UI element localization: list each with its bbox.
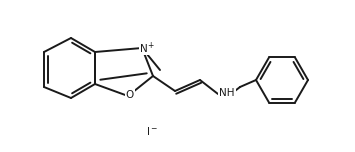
Text: −: − (150, 124, 156, 133)
Text: N: N (140, 44, 148, 54)
Text: +: + (147, 40, 153, 50)
Text: I: I (147, 127, 149, 137)
Text: O: O (126, 90, 134, 100)
Text: NH: NH (219, 88, 235, 98)
